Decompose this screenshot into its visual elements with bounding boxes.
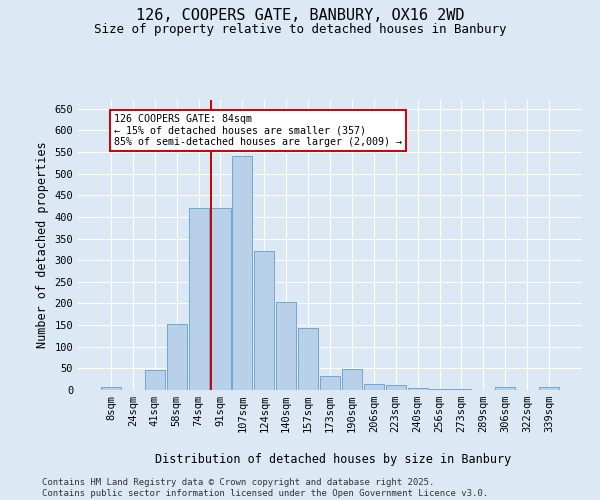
Bar: [167, 324, 187, 390]
Bar: [298, 328, 318, 390]
Bar: [407, 388, 428, 390]
Text: 126, COOPERS GATE, BANBURY, OX16 2WD: 126, COOPERS GATE, BANBURY, OX16 2WD: [136, 8, 464, 22]
Bar: [276, 302, 296, 390]
Text: Size of property relative to detached houses in Banbury: Size of property relative to detached ho…: [94, 22, 506, 36]
Y-axis label: Number of detached properties: Number of detached properties: [36, 142, 49, 348]
Bar: [211, 208, 230, 390]
Text: Contains HM Land Registry data © Crown copyright and database right 2025.
Contai: Contains HM Land Registry data © Crown c…: [42, 478, 488, 498]
Bar: [232, 156, 253, 390]
Bar: [145, 370, 165, 390]
Bar: [386, 385, 406, 390]
Bar: [320, 376, 340, 390]
Bar: [254, 250, 274, 390]
Bar: [539, 387, 559, 390]
Bar: [101, 387, 121, 390]
Bar: [364, 384, 384, 390]
Bar: [342, 369, 362, 390]
Text: Distribution of detached houses by size in Banbury: Distribution of detached houses by size …: [155, 452, 511, 466]
Text: 126 COOPERS GATE: 84sqm
← 15% of detached houses are smaller (357)
85% of semi-d: 126 COOPERS GATE: 84sqm ← 15% of detache…: [114, 114, 402, 147]
Bar: [495, 387, 515, 390]
Bar: [188, 208, 209, 390]
Bar: [430, 388, 449, 390]
Bar: [451, 388, 472, 390]
